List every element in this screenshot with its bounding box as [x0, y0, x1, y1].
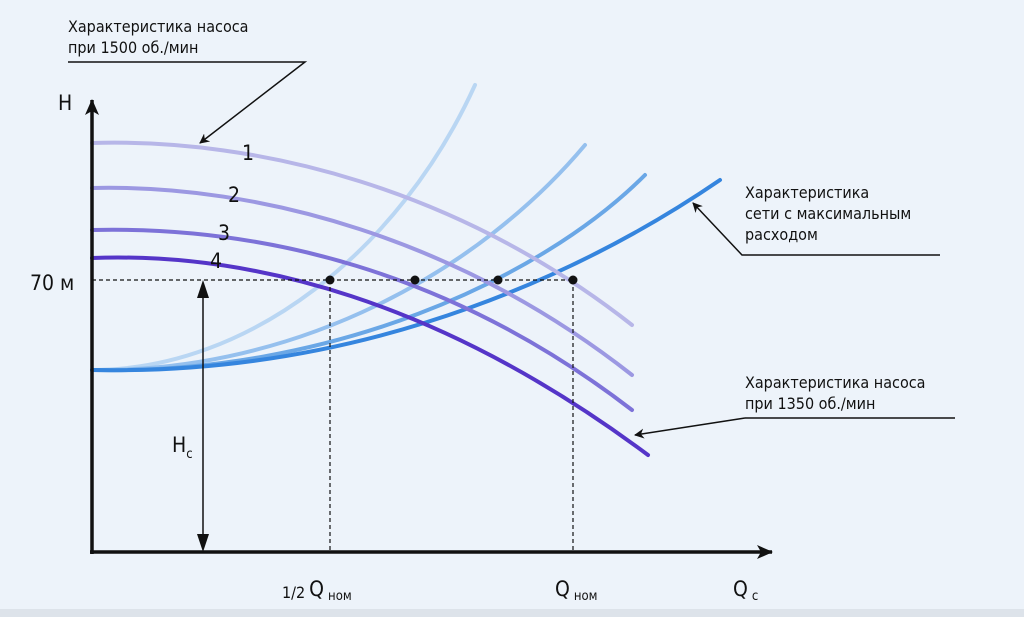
annotation-pump-1500-leader — [68, 61, 308, 144]
system-curve-3 — [90, 173, 647, 373]
system-curve-1 — [90, 83, 477, 372]
curve-number-4: 4 — [210, 249, 222, 273]
curve-number-2: 2 — [228, 183, 240, 207]
hc-label: Hc — [172, 433, 193, 462]
hc-arrow-up — [197, 280, 209, 298]
pump-curve-2 — [90, 185, 634, 377]
pump-curve-4 — [90, 255, 650, 457]
level-70m-label: 70 м — [30, 271, 74, 295]
system-curve-4 — [90, 178, 722, 373]
operating-point — [493, 275, 503, 285]
annotation-pump-1350: Характеристика насоса при 1350 об./мин — [745, 373, 930, 413]
curve-number-3: 3 — [218, 221, 230, 245]
pump-curve-1 — [90, 140, 634, 327]
operating-point — [325, 275, 335, 285]
operating-point — [410, 275, 420, 285]
annotation-network-max: Характеристика сети с максимальным расхо… — [745, 183, 916, 244]
pump-curve-3 — [90, 227, 634, 412]
curve-number-1: 1 — [242, 141, 254, 165]
annotation-network-max-leader — [692, 202, 940, 256]
y-axis-label: H — [58, 91, 72, 115]
operating-point — [568, 275, 578, 285]
annotation-pump-1350-leader — [634, 417, 746, 439]
annotation-pump-1500: Характеристика насоса при 1500 об./мин — [68, 17, 253, 57]
hc-arrow-down — [197, 534, 209, 552]
